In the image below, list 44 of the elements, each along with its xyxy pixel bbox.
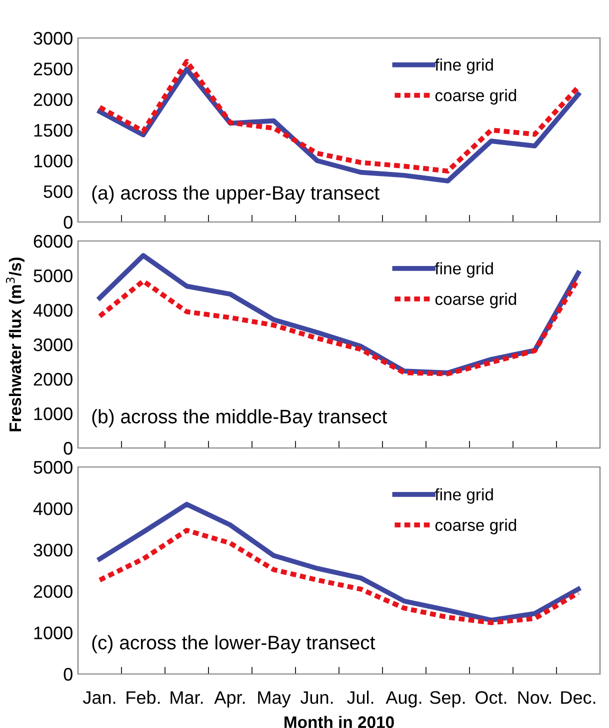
- x-tick-label: Sep.: [430, 691, 465, 708]
- y-tick-label: 2000: [34, 372, 72, 386]
- y-tick-label: 4000: [33, 502, 72, 516]
- annotation: (c) across the lower-Bay transect: [92, 635, 376, 654]
- y-tick-label: 4000: [33, 304, 72, 317]
- annotation: (b) across the middle-Bay transect: [92, 409, 388, 428]
- y-tick-label: 5000: [34, 269, 72, 282]
- line-series: [97, 276, 581, 376]
- legend-label: coarse grid: [435, 89, 516, 105]
- x-tick-label: Jan.: [82, 691, 116, 704]
- y-tick-label: 0: [64, 442, 72, 455]
- x-axis-title: Month in 2010: [284, 716, 394, 728]
- y-tick-label: 1000: [34, 154, 72, 168]
- legend-label: coarse grid: [435, 518, 516, 534]
- y-tick-label: 6000: [34, 234, 72, 248]
- legend-label: fine grid: [434, 488, 493, 504]
- annotation: (a) across the upper-Bay transect: [92, 185, 380, 204]
- legend-label: fine grid: [434, 262, 493, 278]
- x-tick-label: Oct.: [476, 691, 506, 704]
- y-tick-label: 2000: [34, 585, 72, 598]
- y-tick-label: 3000: [34, 544, 72, 557]
- x-tick-label: Jul.: [346, 690, 374, 704]
- x-tick-label: Apr.: [214, 691, 245, 708]
- legend-label: coarse grid: [435, 292, 516, 308]
- y-tick-label: 1500: [34, 124, 72, 137]
- x-tick-label: Dec.: [561, 691, 596, 704]
- y-tick-label: 3000: [34, 32, 72, 45]
- y-tick-label: 2000: [34, 93, 72, 106]
- y-tick-label: 5000: [34, 460, 72, 474]
- y-tick-label: 1000: [34, 407, 72, 420]
- y-tick-label: 3000: [34, 338, 72, 352]
- x-tick-label: May: [258, 691, 291, 708]
- y-tick-label: 0: [64, 216, 72, 229]
- y-tick-label: 0: [64, 668, 72, 681]
- legend-label: fine grid: [434, 58, 493, 74]
- x-tick-label: Aug.: [386, 691, 422, 708]
- x-tick-label: Feb.: [126, 690, 160, 704]
- x-tick-label: Jun.: [300, 691, 333, 704]
- y-tick-label: 500: [44, 185, 72, 198]
- y-axis-title: Freshwater flux (m$^{3}$/s): [6, 258, 24, 432]
- y-tick-label: 2500: [34, 62, 72, 76]
- x-tick-label: Nov.: [518, 691, 551, 704]
- y-tick-label: 1000: [34, 626, 72, 640]
- x-tick-label: Mar.: [170, 691, 203, 704]
